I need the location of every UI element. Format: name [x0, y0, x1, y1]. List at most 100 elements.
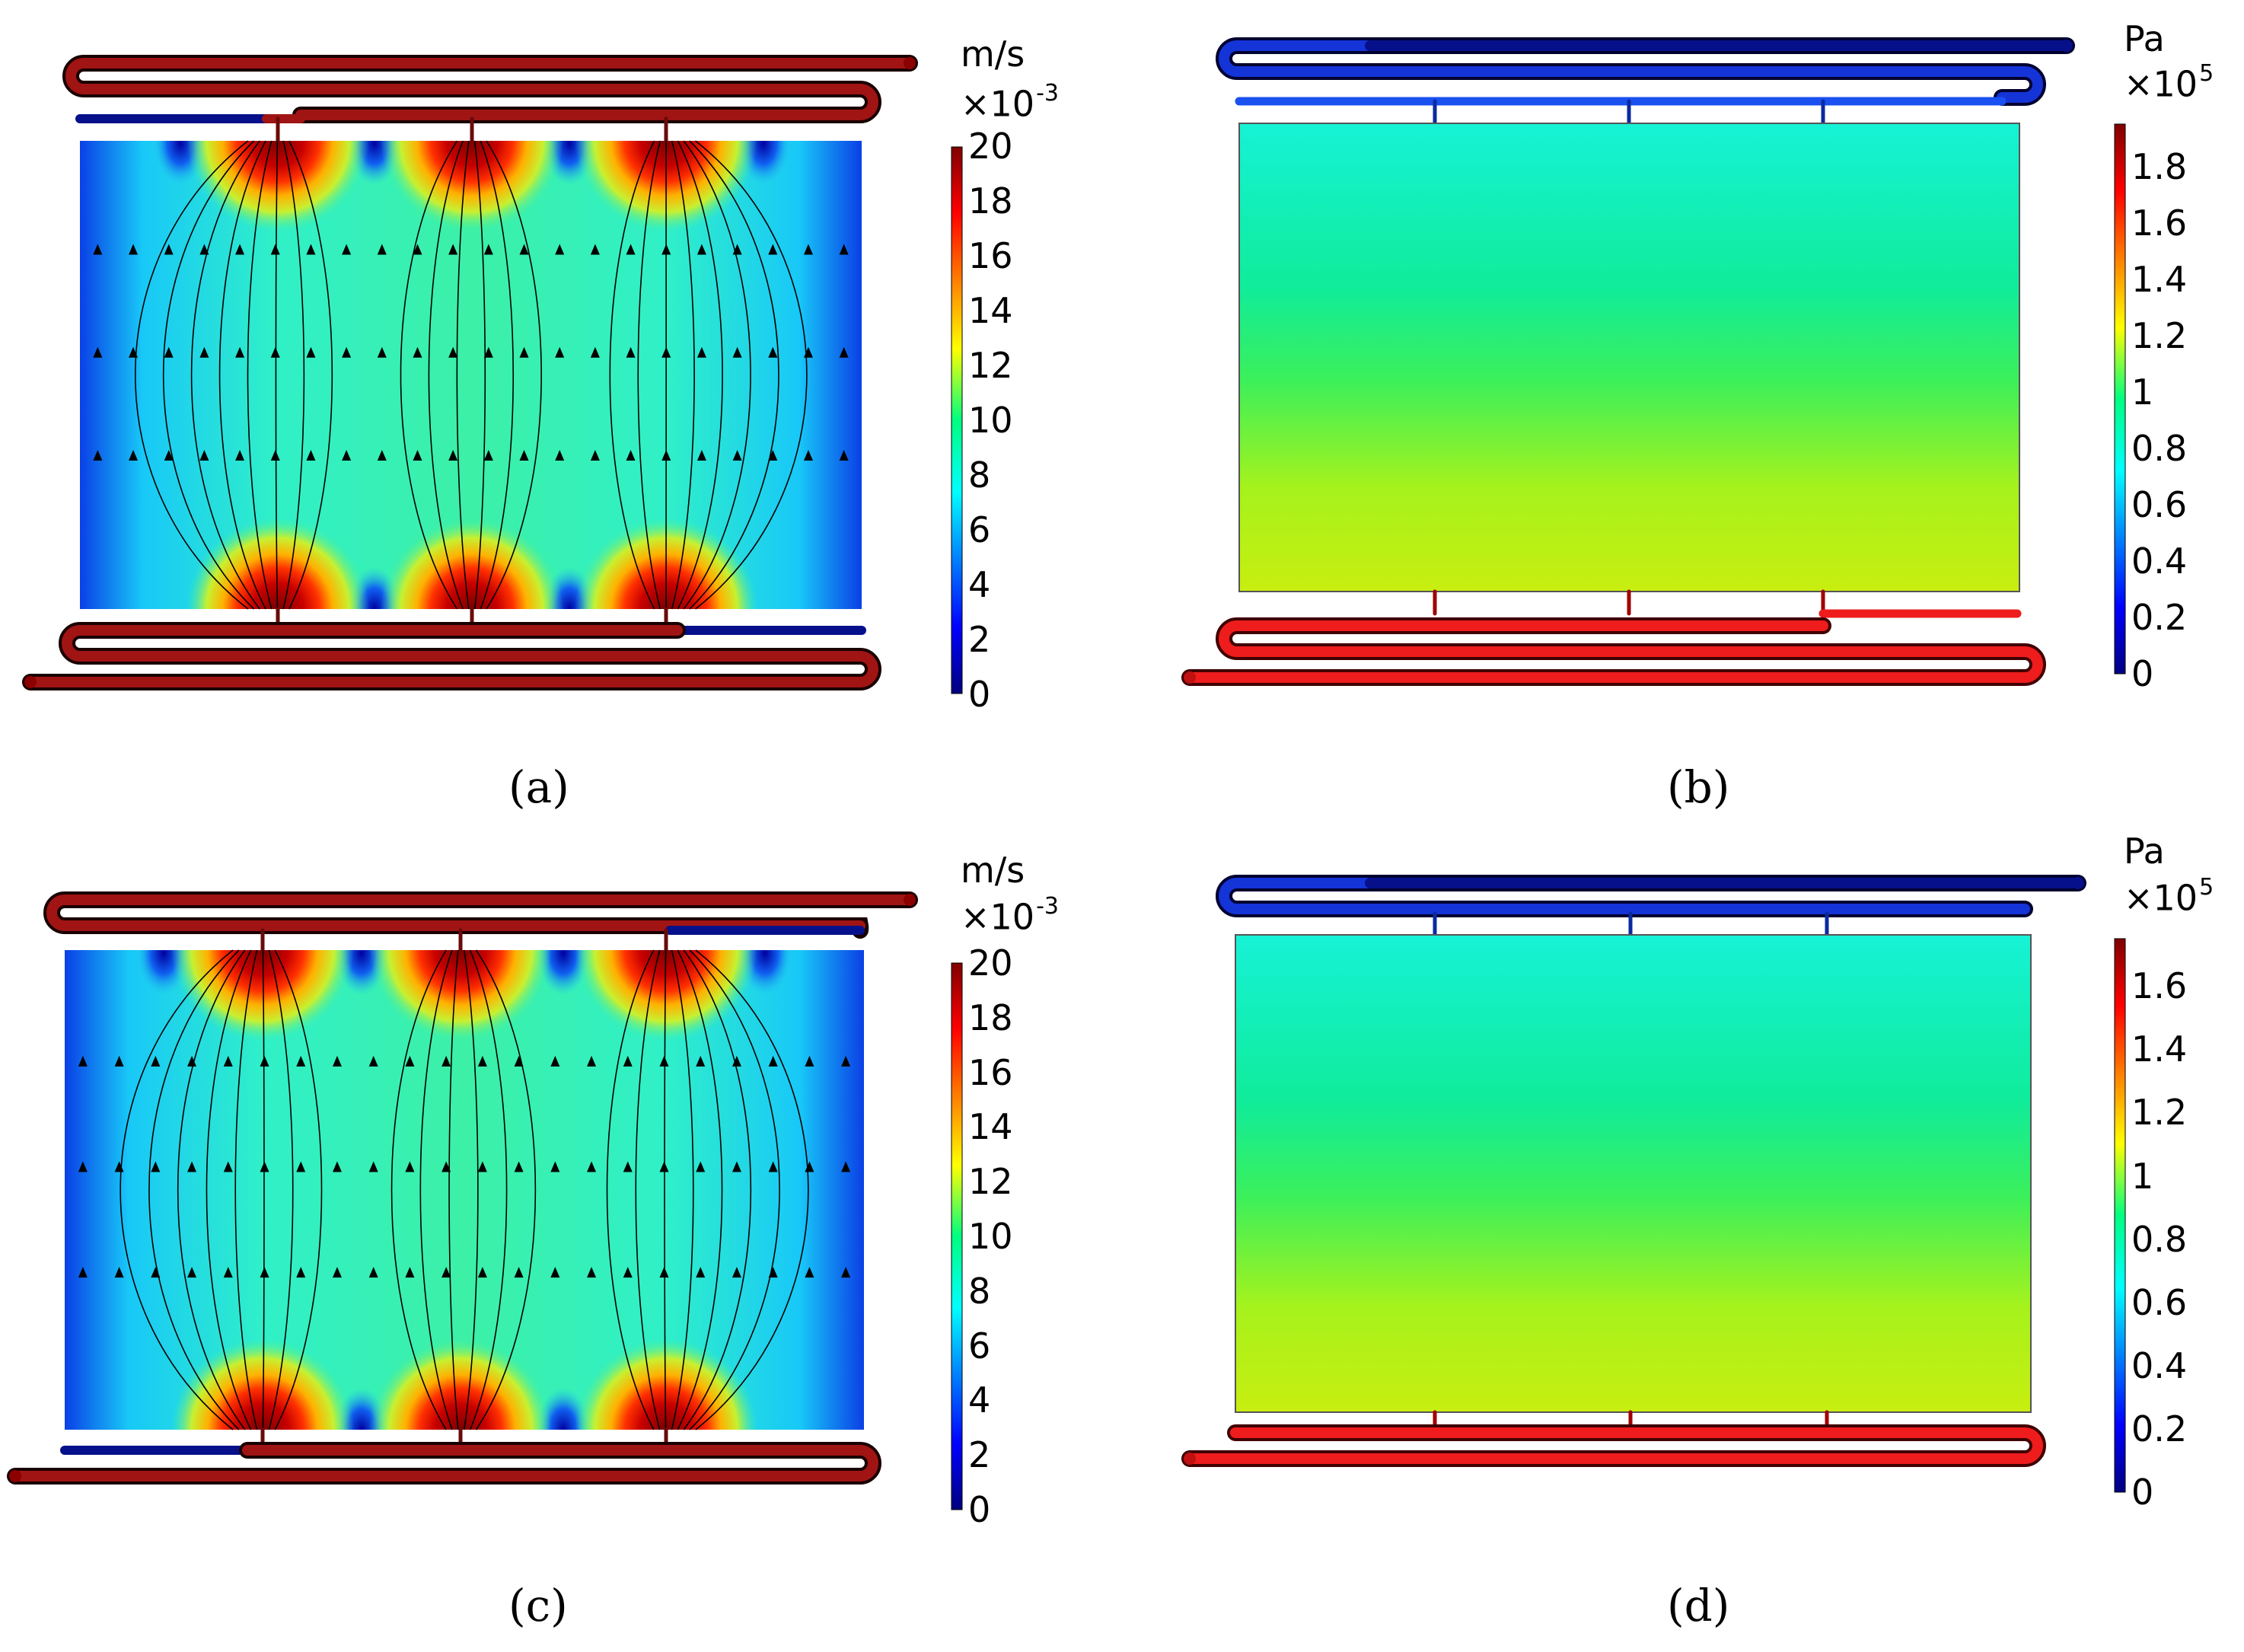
streamline-arrow — [187, 1055, 197, 1067]
panel-d-multiplier: ×105 — [2124, 874, 2214, 919]
streamline — [677, 949, 723, 1430]
streamline — [671, 949, 694, 1430]
streamline-arrow — [732, 346, 742, 358]
colorbar-tick-label: 6 — [968, 1325, 991, 1367]
streamline-arrow — [590, 346, 600, 358]
streamline-arrow — [260, 1161, 269, 1172]
panel-c-velocity-field — [65, 949, 864, 1430]
streamline-arrow — [555, 450, 565, 461]
streamline-arrow — [696, 450, 706, 461]
streamline-arrow — [550, 1055, 560, 1067]
panel-a-unit-label: m/s — [961, 33, 1025, 75]
streamline-arrow — [841, 1267, 851, 1278]
panel-b-pressure-field — [1238, 123, 2020, 592]
streamline — [695, 949, 809, 1430]
streamline — [664, 949, 667, 1430]
colorbar-tick-label: 18 — [968, 180, 1013, 222]
streamline-arrow — [514, 1267, 524, 1278]
panel-d-unit-label: Pa — [2124, 831, 2165, 872]
streamline-arrow — [477, 1267, 487, 1278]
streamline-arrow — [78, 1055, 88, 1067]
colorbar-tick-label: 14 — [968, 290, 1013, 331]
streamline — [275, 140, 279, 610]
colorbar-tick-label: 1.4 — [2131, 258, 2188, 300]
streamline-arrow — [841, 1055, 851, 1067]
streamline-arrow — [405, 1267, 415, 1278]
panel-d-pressure-field — [1235, 934, 2032, 1413]
streamline-arrow — [550, 1267, 560, 1278]
streamline-arrow — [306, 346, 316, 358]
panel-b-lower-manifold-pipe — [1181, 589, 2046, 686]
streamline-arrow — [405, 1161, 415, 1172]
streamline-arrow — [270, 450, 280, 461]
streamline-arrow — [164, 346, 174, 358]
colorbar-d — [2114, 938, 2126, 1493]
colorbar-tick-label: 1.6 — [2131, 202, 2188, 244]
streamline-arrow — [768, 1161, 778, 1172]
streamline — [274, 949, 323, 1430]
streamline-arrow — [151, 1055, 161, 1067]
panel-b-upper-manifold-pipe — [1216, 37, 2075, 126]
streamline-arrow — [555, 346, 565, 358]
streamline-arrow — [441, 1267, 451, 1278]
panel-a-multiplier: ×10-3 — [961, 80, 1059, 125]
streamline — [448, 949, 459, 1430]
streamline — [635, 949, 661, 1430]
panel-a-caption: (a) — [508, 761, 569, 813]
colorbar-tick-label: 0 — [2131, 653, 2154, 694]
streamline — [456, 140, 470, 610]
streamline-arrow — [696, 244, 706, 255]
streamline — [486, 140, 542, 610]
streamline-arrow — [555, 244, 565, 255]
colorbar-tick-label: 0.6 — [2131, 1281, 2188, 1323]
streamline-arrow — [332, 1267, 342, 1278]
streamline-arrow — [696, 1055, 706, 1067]
streamline-arrow — [235, 244, 245, 255]
streamline-arrow — [164, 450, 174, 461]
panel-c-lower-manifold-pipe — [7, 1427, 881, 1485]
streamline — [148, 949, 240, 1430]
streamline-arrow — [306, 244, 316, 255]
streamline-arrow — [483, 450, 493, 461]
streamline-arrow — [368, 1267, 378, 1278]
colorbar-tick-label: 1.4 — [2131, 1029, 2188, 1070]
colorbar-tick-label: 6 — [968, 509, 991, 550]
colorbar-tick-label: 12 — [968, 345, 1013, 386]
streamline-arrow — [151, 1161, 161, 1172]
streamline — [268, 949, 294, 1430]
streamline — [162, 140, 255, 610]
streamline-arrow — [260, 1055, 269, 1067]
streamline-arrow — [768, 450, 778, 461]
streamline — [689, 140, 779, 610]
streamline-arrow — [199, 450, 209, 461]
streamline — [120, 949, 234, 1430]
panel-c-upper-manifold-pipe — [43, 891, 918, 952]
streamline-arrow — [377, 450, 387, 461]
streamline-arrow — [768, 244, 778, 255]
streamline-arrow — [732, 1161, 741, 1172]
streamline-arrow — [296, 1161, 306, 1172]
streamline-arrow — [405, 1055, 415, 1067]
panel-d-caption: (d) — [1667, 1580, 1730, 1631]
streamline-arrow — [514, 1055, 524, 1067]
streamline-arrow — [590, 450, 600, 461]
streamline — [469, 949, 508, 1430]
panel-b-unit-label: Pa — [2124, 18, 2165, 59]
streamline-arrow — [626, 450, 636, 461]
colorbar-tick-label: 20 — [968, 126, 1013, 167]
panel-d-upper-manifold-pipe — [1216, 875, 2086, 937]
streamline-arrow — [623, 1161, 633, 1172]
streamline-arrow — [413, 346, 422, 358]
streamline — [683, 949, 751, 1430]
panel-c-streamlines — [78, 949, 851, 1430]
colorbar-tick-label: 12 — [968, 1161, 1013, 1203]
colorbar-tick-label: 0 — [968, 674, 991, 715]
streamline — [677, 140, 723, 610]
streamline-arrow — [223, 1161, 233, 1172]
colorbar-tick-label: 1.2 — [2131, 1092, 2188, 1134]
colorbar-tick-label: 0.4 — [2131, 1344, 2188, 1386]
streamline-arrow — [332, 1055, 342, 1067]
colorbar-tick-label: 18 — [968, 997, 1013, 1038]
streamline-arrow — [514, 1161, 524, 1172]
streamline-arrow — [151, 1267, 161, 1278]
